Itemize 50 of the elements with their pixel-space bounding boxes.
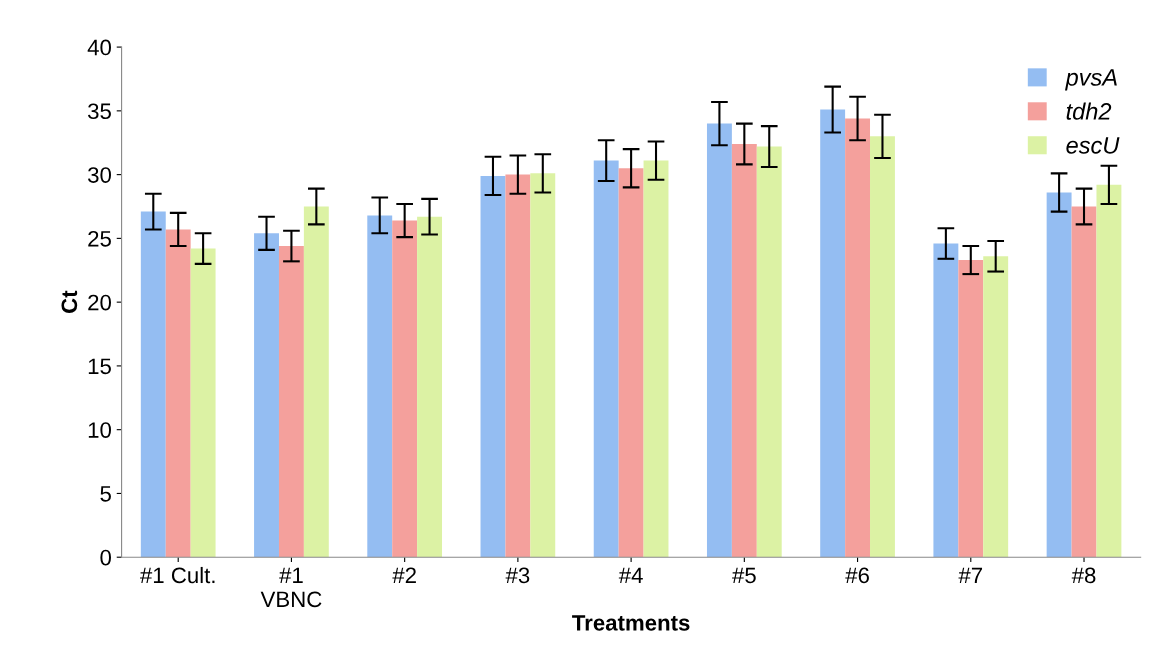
bar <box>278 246 304 558</box>
y-axis-title: Ct <box>61 290 78 313</box>
bar <box>254 233 279 558</box>
x-tick-label: #6 <box>845 567 869 584</box>
bar <box>756 146 782 558</box>
legend-label: pvsA <box>1065 69 1117 91</box>
bar <box>618 168 644 558</box>
bar <box>530 173 556 558</box>
bar <box>190 248 216 558</box>
x-tick-label: #1 VBNC <box>260 567 322 608</box>
x-tick-label: #8 <box>1071 567 1096 584</box>
bar <box>643 160 669 558</box>
bar <box>1096 184 1122 558</box>
bar <box>706 123 732 558</box>
y-tick-label: 25 <box>88 230 111 247</box>
bar <box>140 211 166 558</box>
y-tick-label: 0 <box>100 549 111 566</box>
y-tick-label: 10 <box>88 422 111 438</box>
bar <box>593 160 619 558</box>
y-tick-label: 30 <box>88 167 111 183</box>
legend-label: tdh2 <box>1066 102 1112 120</box>
x-tick-label: #3 <box>505 567 530 584</box>
bar <box>870 136 895 558</box>
x-tick-label: #7 <box>958 567 983 584</box>
bar <box>392 220 418 558</box>
bar <box>820 109 846 558</box>
bar <box>1046 192 1072 558</box>
y-tick-label: 15 <box>88 358 111 375</box>
y-tick-label: 5 <box>100 486 111 502</box>
y-tick-label: 40 <box>87 39 111 56</box>
x-tick-label: #5 <box>732 567 756 584</box>
bar <box>1071 206 1097 558</box>
bar <box>303 206 329 558</box>
legend-label: escU <box>1066 137 1120 154</box>
bar <box>505 174 531 558</box>
bar <box>958 260 984 558</box>
x-tick-label: #2 <box>392 567 416 584</box>
bar <box>933 243 959 558</box>
y-tick-label: 35 <box>88 103 111 120</box>
bar <box>367 215 393 558</box>
bar <box>983 256 1009 558</box>
bar <box>417 216 443 558</box>
bar <box>845 118 871 558</box>
x-tick-label: #1 Cult. <box>140 566 215 584</box>
y-tick-label: 20 <box>88 294 111 311</box>
bar <box>480 175 506 558</box>
bar <box>165 229 191 558</box>
bar <box>731 144 757 558</box>
x-axis-title: Treatments <box>572 615 690 631</box>
x-tick-label: #4 <box>618 567 643 584</box>
